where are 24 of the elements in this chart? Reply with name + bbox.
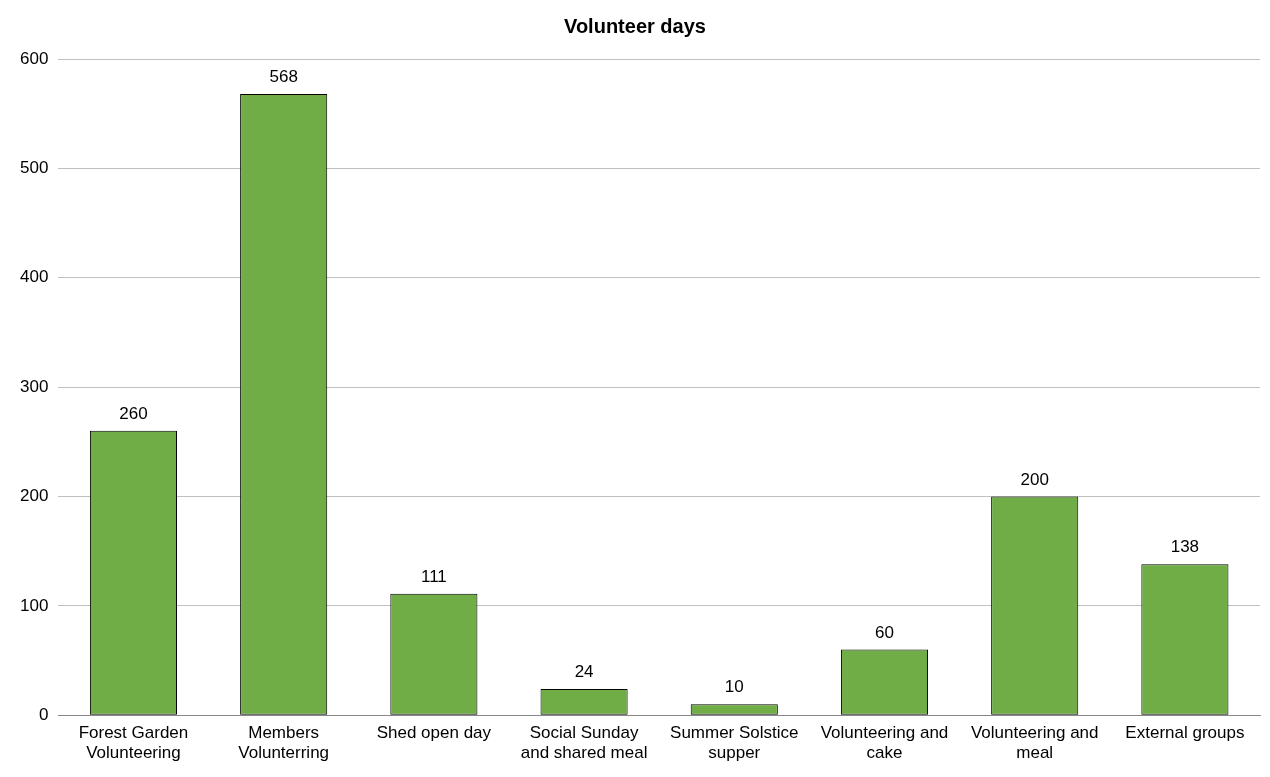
x-tick-label: Social Sunday and shared meal xyxy=(520,723,648,763)
data-label: 138 xyxy=(1170,537,1200,557)
x-tick-label: Volunteering and cake xyxy=(820,723,949,763)
chart-title: Volunteer days xyxy=(564,14,706,37)
x-tick-label: Forest Garden Volunteering xyxy=(78,723,189,763)
x-tick-label: Volunteering and meal xyxy=(970,723,1099,763)
data-label: 111 xyxy=(420,566,447,586)
x-tick-label: External groups xyxy=(1125,723,1245,743)
x-tick-label: Shed open day xyxy=(376,723,492,743)
data-label: 10 xyxy=(724,677,744,697)
y-tick-label: 100 xyxy=(19,595,49,615)
y-tick-label: 400 xyxy=(19,267,49,287)
data-label: 24 xyxy=(574,662,594,682)
data-label: 200 xyxy=(1020,469,1049,489)
y-tick-label: 200 xyxy=(19,486,49,506)
x-tick-label: Members Volunterring xyxy=(238,723,330,763)
data-label: 60 xyxy=(875,622,894,642)
data-label: 568 xyxy=(269,67,298,87)
y-tick-label: 0 xyxy=(38,704,49,724)
x-tick-label: Summer Solstice supper xyxy=(670,723,799,763)
y-tick-label: 600 xyxy=(19,48,49,68)
data-label: 260 xyxy=(119,404,148,424)
y-tick-label: 500 xyxy=(19,158,49,178)
y-tick-label: 300 xyxy=(19,376,49,396)
